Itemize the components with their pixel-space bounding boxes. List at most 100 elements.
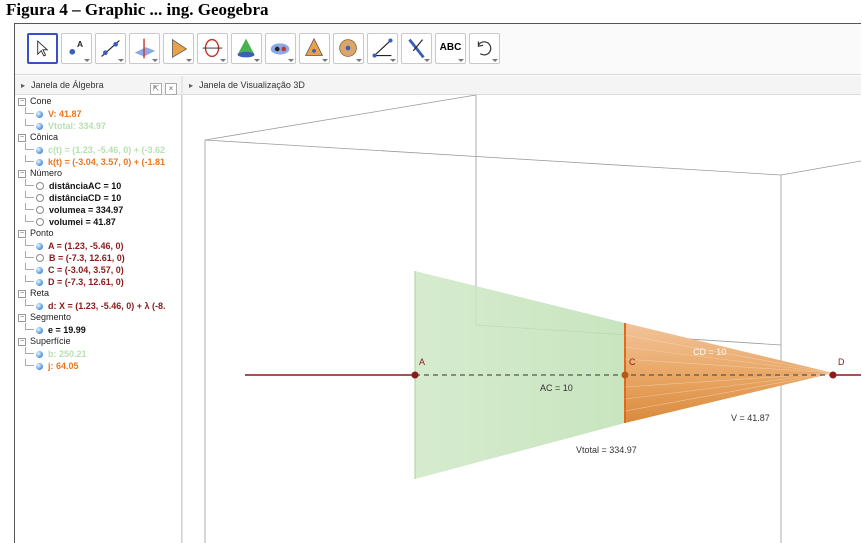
tool-text[interactable]: ABC — [435, 33, 466, 64]
point-a[interactable] — [411, 371, 419, 379]
algebra-item-text: distânciaCD = 10 — [49, 193, 122, 203]
algebra-item[interactable]: B = (-7.3, 12.61, 0) — [15, 251, 181, 263]
algebra-item[interactable]: distânciaCD = 10 — [15, 191, 181, 203]
algebra-header: ▸ Janela de Álgebra ⇱ × — [15, 76, 181, 95]
collapse-minus-icon[interactable]: − — [18, 98, 26, 106]
algebra-title: Janela de Álgebra — [31, 80, 104, 90]
algebra-category[interactable]: − Superfície — [15, 335, 181, 347]
tool-point[interactable]: A — [61, 33, 92, 64]
tool-sphere-solid[interactable] — [333, 33, 364, 64]
close-icon[interactable]: × — [165, 83, 177, 95]
tool-move-arrow[interactable] — [27, 33, 58, 64]
collapse-minus-icon[interactable]: − — [18, 290, 26, 298]
dropdown-triangle-icon — [186, 59, 192, 62]
algebra-category[interactable]: − Cônica — [15, 131, 181, 143]
algebra-category[interactable]: − Ponto — [15, 227, 181, 239]
algebra-item[interactable]: e = 19.99 — [15, 323, 181, 335]
dropdown-triangle-icon — [390, 59, 396, 62]
algebra-item[interactable]: distânciaAC = 10 — [15, 179, 181, 191]
algebra-item[interactable]: d: X = (1.23, -5.46, 0) + λ (-8. — [15, 299, 181, 311]
visibility-off-icon[interactable] — [36, 218, 44, 226]
tool-perpendicular-plane[interactable] — [129, 33, 160, 64]
point-d[interactable] — [829, 371, 837, 379]
visibility-on-icon[interactable] — [36, 279, 43, 286]
category-label: Reta — [30, 288, 50, 298]
point-c[interactable] — [621, 371, 629, 379]
algebra-item[interactable]: Vtotal: 334.97 — [15, 119, 181, 131]
dropdown-triangle-icon — [152, 59, 158, 62]
dropdown-triangle-icon — [458, 59, 464, 62]
algebra-item-text: d: X = (1.23, -5.46, 0) + λ (-8. — [48, 301, 166, 311]
algebra-item[interactable]: volumea = 334.97 — [15, 203, 181, 215]
dropdown-triangle-icon — [288, 59, 294, 62]
visibility-on-icon[interactable] — [36, 111, 43, 118]
algebra-item[interactable]: c(t) = (1.23, -5.46, 0) + (-3.62 — [15, 143, 181, 155]
visibility-on-icon[interactable] — [36, 123, 43, 130]
tool-sphere[interactable] — [231, 33, 262, 64]
category-label: Número — [30, 168, 63, 178]
tool-reflect[interactable] — [401, 33, 432, 64]
collapse-minus-icon[interactable]: − — [18, 134, 26, 142]
visibility-on-icon[interactable] — [36, 327, 43, 334]
visibility-off-icon[interactable] — [36, 206, 44, 214]
collapse-minus-icon[interactable]: − — [18, 314, 26, 322]
label-ac: AC = 10 — [540, 383, 573, 393]
algebra-item-text: B = (-7.3, 12.61, 0) — [49, 253, 125, 263]
algebra-item-text: V: 41.87 — [48, 109, 82, 119]
tool-angle[interactable] — [367, 33, 398, 64]
panel-divider[interactable] — [181, 76, 183, 543]
visibility-on-icon[interactable] — [36, 159, 43, 166]
collapse-minus-icon[interactable]: − — [18, 338, 26, 346]
algebra-item[interactable]: A = (1.23, -5.46, 0) — [15, 239, 181, 251]
algebra-item[interactable]: j: 64.05 — [15, 359, 181, 371]
algebra-category[interactable]: − Número — [15, 167, 181, 179]
dropdown-triangle-icon — [84, 59, 90, 62]
tool-intersect[interactable] — [265, 33, 296, 64]
undock-icon[interactable]: ⇱ — [150, 83, 162, 95]
visibility-off-icon[interactable] — [36, 254, 44, 262]
algebra-item[interactable]: D = (-7.3, 12.61, 0) — [15, 275, 181, 287]
frustum-surface[interactable] — [415, 271, 625, 479]
3d-canvas[interactable]: A C D AC = 10 CD = 10 V = 41.87 Vtotal =… — [183, 94, 861, 543]
tool-line[interactable] — [95, 33, 126, 64]
algebra-category[interactable]: − Reta — [15, 287, 181, 299]
algebra-item[interactable]: b: 250.21 — [15, 347, 181, 359]
collapse-arrow-icon[interactable]: ▸ — [189, 81, 194, 90]
collapse-arrow-icon[interactable]: ▸ — [21, 81, 26, 90]
visibility-on-icon[interactable] — [36, 363, 43, 370]
algebra-item[interactable]: V: 41.87 — [15, 107, 181, 119]
visibility-on-icon[interactable] — [36, 303, 43, 310]
visibility-on-icon[interactable] — [36, 351, 43, 358]
text-tool-label: ABC — [439, 42, 462, 53]
visibility-on-icon[interactable] — [36, 243, 43, 250]
view3d-header: ▸ Janela de Visualização 3D — [183, 76, 861, 95]
collapse-minus-icon[interactable]: − — [18, 170, 26, 178]
tool-pyramid[interactable] — [163, 33, 194, 64]
category-label: Cone — [30, 96, 52, 106]
algebra-category[interactable]: − Segmento — [15, 311, 181, 323]
label-v: V = 41.87 — [731, 413, 770, 423]
dropdown-triangle-icon — [118, 59, 124, 62]
algebra-item-text: c(t) = (1.23, -5.46, 0) + (-3.62 — [48, 145, 166, 155]
visibility-on-icon[interactable] — [36, 147, 43, 154]
algebra-item[interactable]: k(t) = (-3.04, 3.57, 0) + (-1.81 — [15, 155, 181, 167]
cone-surface[interactable] — [625, 323, 833, 423]
toolbar: A ABC — [15, 24, 861, 75]
3d-view[interactable]: A C D AC = 10 CD = 10 V = 41.87 Vtotal =… — [183, 94, 861, 543]
algebra-item[interactable]: volumei = 41.87 — [15, 215, 181, 227]
tree-connector — [25, 203, 34, 210]
collapse-minus-icon[interactable]: − — [18, 230, 26, 238]
visibility-off-icon[interactable] — [36, 182, 44, 190]
tool-circle-axis[interactable] — [197, 33, 228, 64]
svg-text:A: A — [77, 39, 83, 49]
algebra-category[interactable]: − Cone — [15, 95, 181, 107]
tree-connector — [25, 239, 34, 246]
visibility-off-icon[interactable] — [36, 194, 44, 202]
tool-rotate-view[interactable] — [469, 33, 500, 64]
tree-connector — [25, 107, 34, 114]
tool-cone[interactable] — [299, 33, 330, 64]
algebra-item-text: distânciaAC = 10 — [49, 181, 122, 191]
tree-connector — [25, 359, 34, 366]
visibility-on-icon[interactable] — [36, 267, 43, 274]
algebra-item[interactable]: C = (-3.04, 3.57, 0) — [15, 263, 181, 275]
